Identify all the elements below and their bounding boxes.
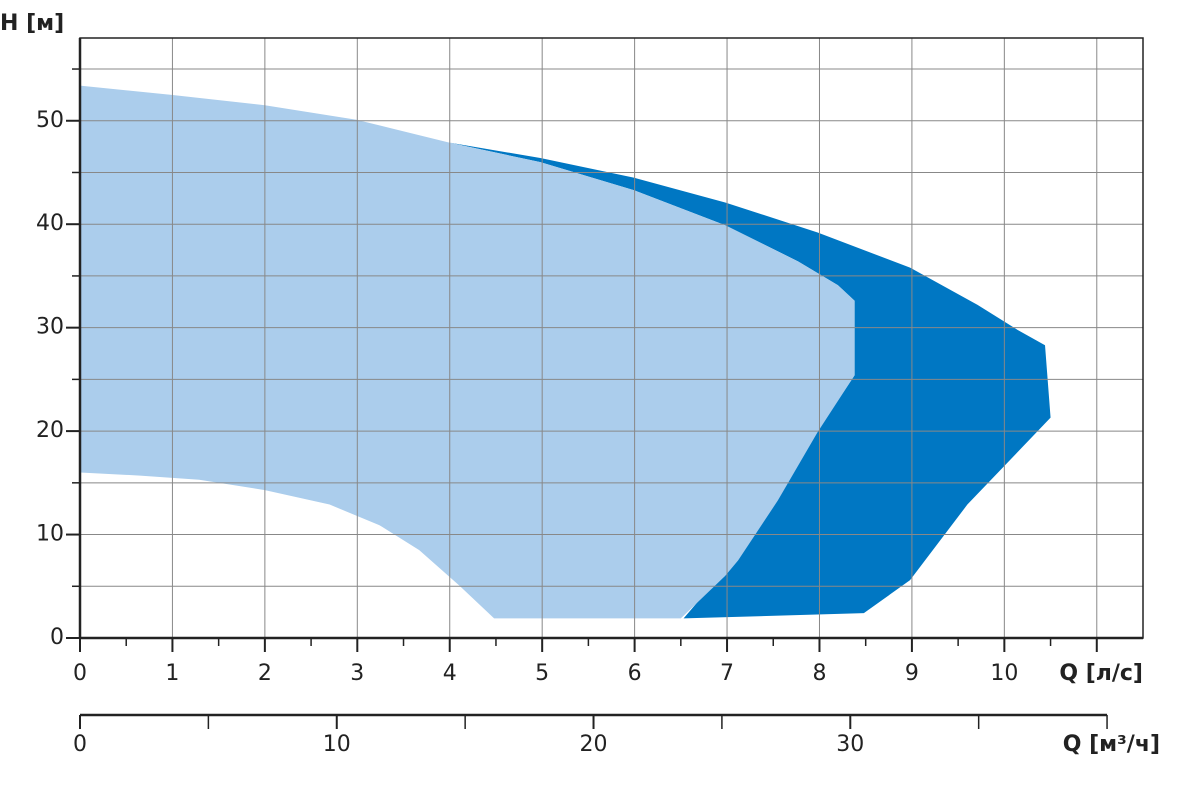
x2-axis-label: Q [м³/ч] [1063,732,1160,757]
x-axis-label: Q [л/с] [1059,661,1143,686]
x-tick-label: 2 [258,661,272,686]
x-tick-label: 5 [535,661,549,686]
x-tick-label: 1 [165,661,179,686]
x-tick-label: 7 [720,661,734,686]
x2-tick-label: 10 [323,732,351,757]
y-tick-label: 40 [36,211,64,236]
x2-tick-label: 30 [836,732,864,757]
x-tick-label: 3 [350,661,364,686]
x-tick-label: 4 [443,661,457,686]
x-tick-label: 10 [990,661,1018,686]
x-tick-label: 9 [905,661,919,686]
x-tick-label: 6 [628,661,642,686]
y-tick-label: 10 [36,522,64,547]
x-tick-label: 8 [812,661,826,686]
x-tick-label: 0 [73,661,87,686]
y-tick-label: 0 [50,625,64,650]
x2-tick-label: 20 [580,732,608,757]
y-tick-label: 30 [36,315,64,340]
y-tick-label: 50 [36,108,64,133]
area-region [448,142,1051,619]
y-axis-label: H [м] [0,11,64,36]
area-region [80,85,855,619]
x2-tick-label: 0 [73,732,87,757]
y-tick-label: 20 [36,418,64,443]
